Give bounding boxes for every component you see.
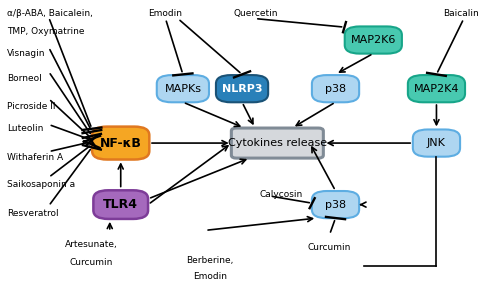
Text: Luteolin: Luteolin <box>8 125 44 134</box>
Text: Borneol: Borneol <box>8 74 42 83</box>
Text: Saikosaponin a: Saikosaponin a <box>8 180 76 189</box>
FancyBboxPatch shape <box>232 128 324 158</box>
Text: α/β-ABA, Baicalein,: α/β-ABA, Baicalein, <box>8 9 93 18</box>
FancyBboxPatch shape <box>312 75 359 102</box>
Text: Berberine,: Berberine, <box>186 256 234 265</box>
Text: TMP, Oxymatrine: TMP, Oxymatrine <box>8 27 85 36</box>
Text: Visnagin: Visnagin <box>8 49 46 58</box>
FancyBboxPatch shape <box>408 75 465 102</box>
FancyBboxPatch shape <box>413 129 460 157</box>
Text: Resveratrol: Resveratrol <box>8 209 59 218</box>
FancyBboxPatch shape <box>94 190 148 219</box>
Text: NF-κB: NF-κB <box>100 137 141 150</box>
Text: TLR4: TLR4 <box>103 198 138 211</box>
Text: Curcumin: Curcumin <box>69 257 112 266</box>
Text: Quercetin: Quercetin <box>234 9 278 18</box>
Text: MAP2K6: MAP2K6 <box>350 35 396 45</box>
FancyBboxPatch shape <box>312 191 359 218</box>
Text: Withaferin A: Withaferin A <box>8 153 64 162</box>
Text: Artesunate,: Artesunate, <box>64 240 118 249</box>
Text: Curcumin: Curcumin <box>308 243 351 252</box>
Text: Emodin: Emodin <box>193 272 227 281</box>
Text: MAP2K4: MAP2K4 <box>414 84 459 94</box>
Text: JNK: JNK <box>427 138 446 148</box>
Text: Emodin: Emodin <box>148 9 182 18</box>
Text: Cytokines release: Cytokines release <box>228 138 327 148</box>
FancyBboxPatch shape <box>344 26 402 54</box>
FancyBboxPatch shape <box>216 75 268 102</box>
FancyBboxPatch shape <box>92 127 150 160</box>
Text: p38: p38 <box>325 84 346 94</box>
FancyBboxPatch shape <box>157 75 209 102</box>
Text: Picroside II: Picroside II <box>8 101 56 111</box>
Text: MAPKs: MAPKs <box>164 84 202 94</box>
Text: Baicalin: Baicalin <box>443 9 478 18</box>
Text: p38: p38 <box>325 200 346 210</box>
Text: NLRP3: NLRP3 <box>222 84 262 94</box>
Text: Calycosin: Calycosin <box>260 190 303 199</box>
